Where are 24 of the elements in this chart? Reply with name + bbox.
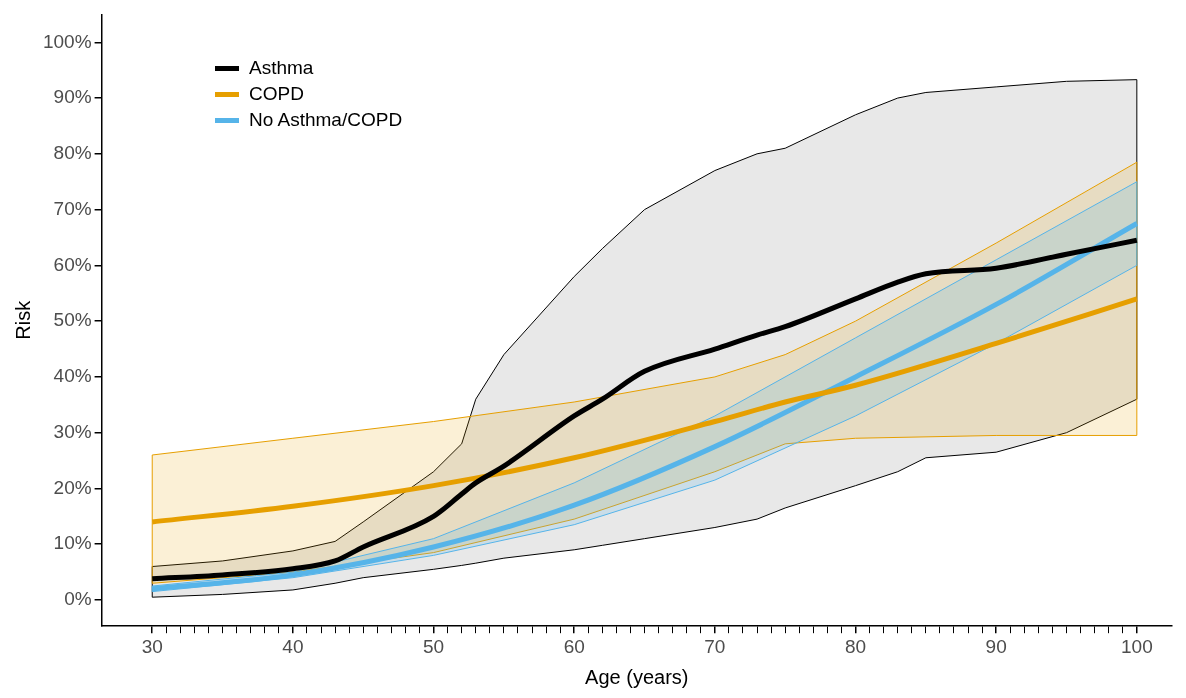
y-tick-label: 10% [53,532,92,554]
x-tick-label: 90 [985,635,1007,657]
x-tick-label: 70 [704,635,726,657]
x-tick-label: 60 [563,635,585,657]
legend-label: No Asthma/COPD [249,108,403,132]
legend-label: Asthma [249,56,314,80]
x-tick-label: 50 [422,635,445,657]
y-tick-label: 60% [53,253,92,275]
y-tick-label: 20% [53,476,92,498]
legend-label: COPD [249,82,304,106]
y-tick-label: 0% [64,588,92,610]
y-tick-label: 100% [42,30,92,52]
y-tick-label: 50% [53,309,92,331]
y-tick-label: 40% [53,365,92,387]
y-tick-label: 80% [53,142,92,164]
x-axis-title: Age (years) [585,665,689,688]
x-tick-label: 80 [844,635,867,657]
y-tick-label: 70% [53,197,92,219]
y-tick-label: 90% [53,86,92,108]
y-axis-title: Risk [11,299,34,340]
x-tick-label: 30 [141,635,163,657]
x-tick-label: 100 [1120,635,1153,657]
y-tick-label: 30% [53,420,92,442]
x-tick-label: 40 [282,635,304,657]
